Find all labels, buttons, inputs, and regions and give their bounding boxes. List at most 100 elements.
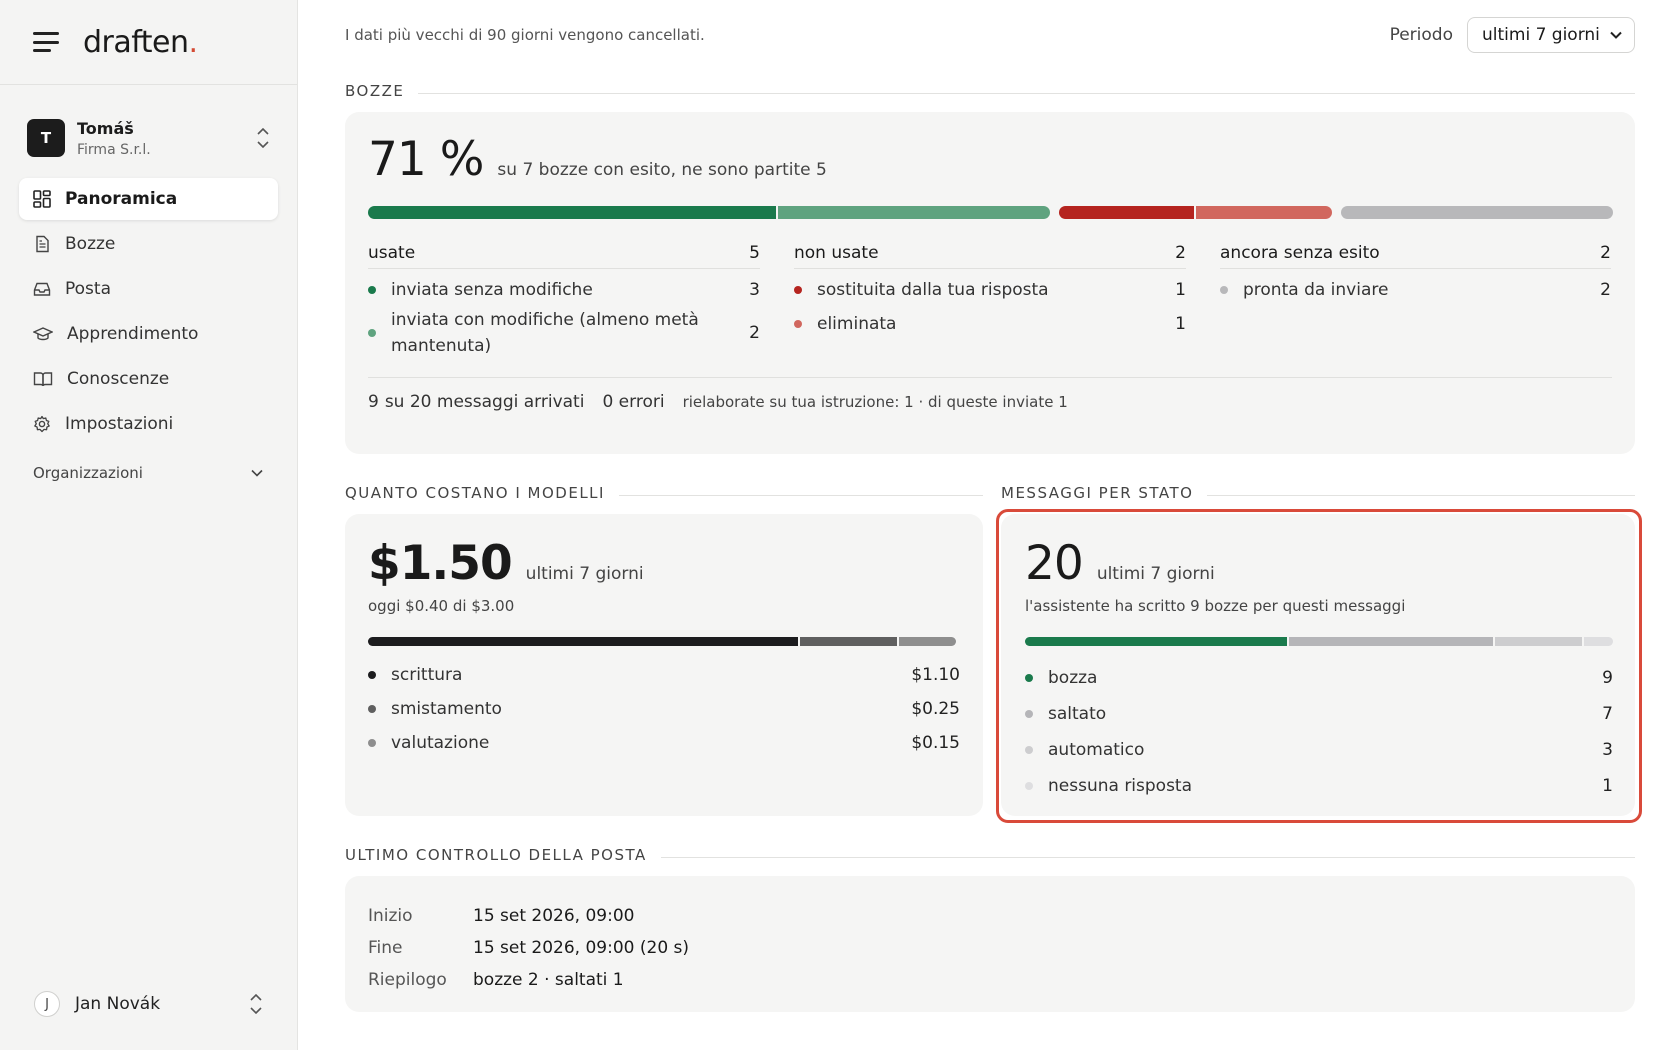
list-item: saltato 7 [1025,696,1613,732]
messages-bar [1025,637,1613,646]
book-icon [33,372,53,387]
menu-icon[interactable] [33,32,59,52]
status-dot [368,329,376,337]
unused-count: 2 [1175,242,1186,263]
logo-dot: . [188,24,199,60]
sidebar-item-posta[interactable]: Posta [19,268,278,310]
chevron-up-down-icon [249,994,263,1014]
period-label: Periodo [1389,25,1453,45]
costs-today: oggi $0.40 di $3.00 [368,597,515,615]
arrived-count: 9 [368,392,379,412]
inbox-icon [33,282,51,296]
bar-segment-sostituita [1059,206,1194,219]
costs-bar [368,637,960,646]
list-item: smistamento $0.25 [368,692,960,726]
status-dot [794,320,802,328]
messages-card: 20 ultimi 7 giorni l'assistente ha scrit… [996,509,1642,823]
period-value: ultimi 7 giorni [1482,25,1600,45]
messages-desc: l'assistente ha scritto 9 bozze per ques… [1025,597,1406,615]
graduation-cap-icon [33,327,53,341]
retention-note: I dati più vecchi di 90 giorni vengono c… [345,26,705,44]
bozze-card: 71 % su 7 bozze con esito, ne sono parti… [345,112,1635,454]
list-item: bozza 9 [1025,660,1613,696]
status-dot [1025,782,1033,790]
user-menu[interactable]: J Jan Novák [0,958,297,1050]
topbar: I dati più vecchi di 90 giorni vengono c… [345,0,1635,70]
section-bozze-title: BOZZE [345,82,1635,100]
bar-segment-nessuna-risposta [1584,637,1613,646]
account-org: Firma S.r.l. [77,141,151,158]
list-item: eliminata 1 [794,311,1186,337]
bozze-summary: su 7 bozze con esito, ne sono partite 5 [497,160,827,180]
list-item: inviata senza modifiche 3 [368,277,760,303]
bozze-used-column: usate 5 inviata senza modifiche 3 inviata… [368,237,760,359]
chevron-down-icon [1610,31,1622,39]
pending-count: 2 [1600,242,1611,263]
sidebar-item-label: Panoramica [65,189,178,209]
costs-total: $1.50 [368,536,513,591]
chevron-up-down-icon [256,128,270,148]
sidebar-item-bozze[interactable]: Bozze [19,223,278,265]
kv-row: Fine 15 set 2026, 09:00 (20 s) [368,938,690,958]
costs-period: ultimi 7 giorni [525,564,644,584]
arrived-text: su 20 messaggi arrivati [384,392,585,412]
list-item: sostituita dalla tua risposta 1 [794,277,1186,303]
section-messages-title: MESSAGGI PER STATO [1001,484,1635,502]
sidebar-item-impostazioni[interactable]: Impostazioni [19,403,278,445]
kv-row: Riepilogo bozze 2 · saltati 1 [368,970,624,990]
gear-icon [34,415,50,433]
logo[interactable]: draften. [83,24,199,60]
used-title: usate [368,242,416,263]
sidebar-item-label: Bozze [65,234,116,254]
user-avatar: J [34,991,60,1017]
main-content: I dati più vecchi di 90 giorni vengono c… [345,0,1642,1012]
bar-segment-smistamento [800,637,897,646]
status-dot [1220,286,1228,294]
status-dot [368,671,376,679]
status-dot [794,286,802,294]
sidebar-nav: Panoramica Bozze Posta Apprendimento Con… [0,178,297,445]
bar-segment-saltato [1289,637,1493,646]
bar-segment-inviata-con-modifiche [778,206,1050,219]
status-dot [368,286,376,294]
period-control: Periodo ultimi 7 giorni [1390,17,1635,53]
reworked-info: rielaborate su tua istruzione: 1 · di qu… [682,393,1068,411]
bozze-unused-column: non usate 2 sostituita dalla tua risposta… [794,237,1186,359]
list-item: inviata con modifiche (almeno metà mante… [368,307,760,359]
account-avatar: T [27,119,65,157]
account-name: Tomáš [77,118,134,138]
bar-segment-senza-esito [1341,206,1613,219]
organizations-toggle[interactable]: Organizzazioni [0,461,297,485]
status-dot [368,739,376,747]
document-icon [36,235,49,253]
list-item: nessuna risposta 1 [1025,768,1613,804]
status-dot [1025,674,1033,682]
costs-legend: scrittura $1.10 smistamento $0.25 valuta… [368,658,960,760]
list-item: automatico 3 [1025,732,1613,768]
status-dot [368,705,376,713]
bozze-footer: 9 su 20 messaggi arrivati 0 errori riela… [368,377,1612,412]
bar-segment-eliminata [1196,206,1332,219]
account-switcher[interactable]: T Tomáš Firma S.r.l. [0,116,297,160]
costs-card: $1.50 ultimi 7 giorni oggi $0.40 di $3.0… [345,514,983,816]
status-dot [1025,746,1033,754]
pending-title: ancora senza esito [1220,242,1380,263]
messages-legend: bozza 9 saltato 7 automatico 3 [1025,660,1613,804]
messages-period: ultimi 7 giorni [1096,564,1215,584]
bozze-pending-column: ancora senza esito 2 pronta da inviare 2 [1220,237,1611,359]
section-costs-title: QUANTO COSTANO I MODELLI [345,484,983,502]
period-select[interactable]: ultimi 7 giorni [1467,17,1635,53]
kv-row: Inizio 15 set 2026, 09:00 [368,906,635,926]
messages-total: 20 [1025,536,1084,591]
logo-row: draften. [0,0,297,85]
sidebar-item-label: Posta [65,279,111,299]
used-count: 5 [749,242,760,263]
sidebar-item-apprendimento[interactable]: Apprendimento [19,313,278,355]
sidebar-item-label: Impostazioni [65,414,174,434]
errors-count: 0 errori [602,392,665,412]
section-last-check-title: ULTIMO CONTROLLO DELLA POSTA [345,846,1635,864]
sidebar-item-conoscenze[interactable]: Conoscenze [19,358,278,400]
sidebar-item-panoramica[interactable]: Panoramica [19,178,278,220]
bar-segment-automatico [1495,637,1582,646]
dashboard-icon [33,190,51,208]
